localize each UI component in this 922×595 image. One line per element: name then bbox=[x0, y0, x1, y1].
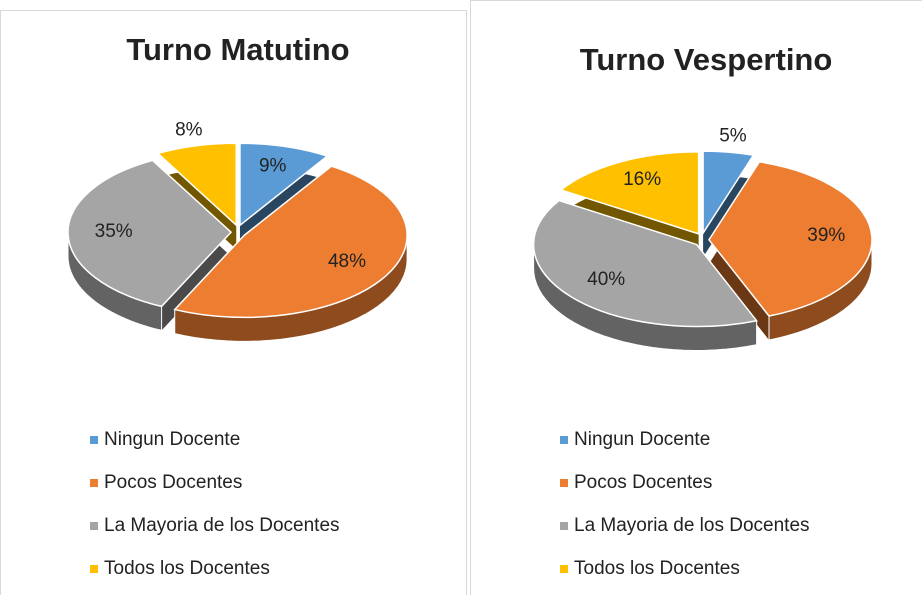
legend-swatch bbox=[90, 436, 98, 444]
data-label: 40% bbox=[587, 269, 625, 290]
pie-slice bbox=[156, 142, 238, 227]
legend-swatch bbox=[560, 479, 568, 487]
data-label: 16% bbox=[623, 169, 661, 190]
pie-slice bbox=[702, 150, 755, 236]
panel-border bbox=[470, 0, 922, 595]
pie-slice bbox=[532, 199, 758, 328]
legend-label: Todos los Docentes bbox=[574, 558, 740, 579]
legend-label: Todos los Docentes bbox=[104, 558, 270, 579]
legend-swatch bbox=[90, 522, 98, 530]
pie-slice bbox=[67, 159, 233, 308]
pie-slice bbox=[239, 142, 329, 227]
data-label: 8% bbox=[175, 119, 203, 140]
pie-slice bbox=[559, 151, 700, 235]
legend-label: La Mayoria de los Docentes bbox=[104, 515, 340, 536]
legend-label: Ningun Docente bbox=[104, 429, 240, 450]
legend-label: La Mayoria de los Docentes bbox=[574, 515, 810, 536]
data-label: 35% bbox=[95, 221, 133, 242]
pie-slice bbox=[173, 165, 408, 319]
data-label: 39% bbox=[807, 225, 845, 246]
legend-label: Pocos Docentes bbox=[104, 472, 242, 493]
legend-swatch bbox=[560, 522, 568, 530]
legend-label: Ningun Docente bbox=[574, 429, 710, 450]
legend-label: Pocos Docentes bbox=[574, 472, 712, 493]
legend-swatch bbox=[560, 565, 568, 573]
legend-swatch bbox=[90, 565, 98, 573]
data-label: 5% bbox=[719, 125, 747, 146]
data-label: 48% bbox=[328, 251, 366, 272]
chart-title: Turno Vespertino bbox=[580, 42, 833, 77]
legend-swatch bbox=[560, 436, 568, 444]
legend-swatch bbox=[90, 479, 98, 487]
data-label: 9% bbox=[259, 156, 287, 177]
panel-border bbox=[0, 10, 467, 595]
chart-title: Turno Matutino bbox=[126, 32, 349, 67]
pie-slice bbox=[708, 160, 873, 317]
